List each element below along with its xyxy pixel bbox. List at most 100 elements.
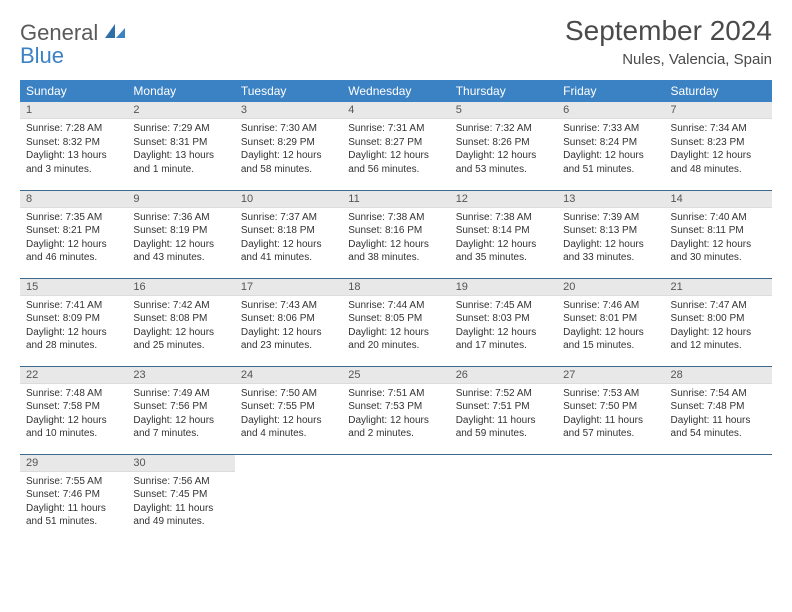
day-number: 30 — [127, 455, 234, 472]
calendar-cell: 27Sunrise: 7:53 AMSunset: 7:50 PMDayligh… — [557, 366, 664, 454]
daylight-line: Daylight: 12 hours and 46 minutes. — [26, 238, 121, 265]
sunset-line: Sunset: 7:50 PM — [563, 400, 658, 414]
day-number: 20 — [557, 279, 664, 296]
calendar-cell: 3Sunrise: 7:30 AMSunset: 8:29 PMDaylight… — [235, 102, 342, 190]
sunset-line: Sunset: 7:51 PM — [456, 400, 551, 414]
calendar-cell: 2Sunrise: 7:29 AMSunset: 8:31 PMDaylight… — [127, 102, 234, 190]
day-number: 9 — [127, 191, 234, 208]
sunrise-line: Sunrise: 7:43 AM — [241, 299, 336, 313]
day-number: 15 — [20, 279, 127, 296]
calendar-cell: 9Sunrise: 7:36 AMSunset: 8:19 PMDaylight… — [127, 190, 234, 278]
day-details: Sunrise: 7:30 AMSunset: 8:29 PMDaylight:… — [235, 119, 342, 181]
sunrise-line: Sunrise: 7:44 AM — [348, 299, 443, 313]
sunrise-line: Sunrise: 7:52 AM — [456, 387, 551, 401]
daylight-line: Daylight: 12 hours and 43 minutes. — [133, 238, 228, 265]
day-details: Sunrise: 7:52 AMSunset: 7:51 PMDaylight:… — [450, 384, 557, 446]
day-number: 4 — [342, 102, 449, 119]
daylight-line: Daylight: 12 hours and 38 minutes. — [348, 238, 443, 265]
daylight-line: Daylight: 12 hours and 17 minutes. — [456, 326, 551, 353]
month-title: September 2024 — [565, 15, 772, 47]
daylight-line: Daylight: 12 hours and 4 minutes. — [241, 414, 336, 441]
sunset-line: Sunset: 8:24 PM — [563, 136, 658, 150]
calendar-cell: 6Sunrise: 7:33 AMSunset: 8:24 PMDaylight… — [557, 102, 664, 190]
sunrise-line: Sunrise: 7:50 AM — [241, 387, 336, 401]
daylight-line: Daylight: 11 hours and 57 minutes. — [563, 414, 658, 441]
calendar-cell: 24Sunrise: 7:50 AMSunset: 7:55 PMDayligh… — [235, 366, 342, 454]
sunrise-line: Sunrise: 7:51 AM — [348, 387, 443, 401]
calendar-cell: 11Sunrise: 7:38 AMSunset: 8:16 PMDayligh… — [342, 190, 449, 278]
sunset-line: Sunset: 8:26 PM — [456, 136, 551, 150]
day-details: Sunrise: 7:41 AMSunset: 8:09 PMDaylight:… — [20, 296, 127, 358]
daylight-line: Daylight: 12 hours and 20 minutes. — [348, 326, 443, 353]
day-details: Sunrise: 7:29 AMSunset: 8:31 PMDaylight:… — [127, 119, 234, 181]
daylight-line: Daylight: 12 hours and 10 minutes. — [26, 414, 121, 441]
weekday-header: Monday — [127, 80, 234, 102]
sunrise-line: Sunrise: 7:35 AM — [26, 211, 121, 225]
sunrise-line: Sunrise: 7:54 AM — [671, 387, 766, 401]
sunset-line: Sunset: 8:19 PM — [133, 224, 228, 238]
daylight-line: Daylight: 11 hours and 54 minutes. — [671, 414, 766, 441]
daylight-line: Daylight: 12 hours and 25 minutes. — [133, 326, 228, 353]
daylight-line: Daylight: 12 hours and 30 minutes. — [671, 238, 766, 265]
calendar-cell: 14Sunrise: 7:40 AMSunset: 8:11 PMDayligh… — [665, 190, 772, 278]
calendar-cell — [557, 454, 664, 542]
day-number: 16 — [127, 279, 234, 296]
daylight-line: Daylight: 11 hours and 49 minutes. — [133, 502, 228, 529]
sunset-line: Sunset: 8:06 PM — [241, 312, 336, 326]
daylight-line: Daylight: 12 hours and 23 minutes. — [241, 326, 336, 353]
sunset-line: Sunset: 8:08 PM — [133, 312, 228, 326]
sunrise-line: Sunrise: 7:45 AM — [456, 299, 551, 313]
calendar-row: 29Sunrise: 7:55 AMSunset: 7:46 PMDayligh… — [20, 454, 772, 542]
calendar-cell: 29Sunrise: 7:55 AMSunset: 7:46 PMDayligh… — [20, 454, 127, 542]
sunrise-line: Sunrise: 7:49 AM — [133, 387, 228, 401]
day-details: Sunrise: 7:47 AMSunset: 8:00 PMDaylight:… — [665, 296, 772, 358]
sunrise-line: Sunrise: 7:41 AM — [26, 299, 121, 313]
daylight-line: Daylight: 12 hours and 28 minutes. — [26, 326, 121, 353]
sunrise-line: Sunrise: 7:33 AM — [563, 122, 658, 136]
sunrise-line: Sunrise: 7:29 AM — [133, 122, 228, 136]
sunrise-line: Sunrise: 7:46 AM — [563, 299, 658, 313]
calendar-row: 1Sunrise: 7:28 AMSunset: 8:32 PMDaylight… — [20, 102, 772, 190]
title-block: September 2024 Nules, Valencia, Spain — [565, 15, 772, 68]
daylight-line: Daylight: 12 hours and 41 minutes. — [241, 238, 336, 265]
weekday-header: Tuesday — [235, 80, 342, 102]
sunrise-line: Sunrise: 7:40 AM — [671, 211, 766, 225]
daylight-line: Daylight: 11 hours and 59 minutes. — [456, 414, 551, 441]
daylight-line: Daylight: 12 hours and 35 minutes. — [456, 238, 551, 265]
calendar-cell: 10Sunrise: 7:37 AMSunset: 8:18 PMDayligh… — [235, 190, 342, 278]
day-number: 10 — [235, 191, 342, 208]
day-number: 24 — [235, 367, 342, 384]
day-number: 26 — [450, 367, 557, 384]
calendar-cell: 17Sunrise: 7:43 AMSunset: 8:06 PMDayligh… — [235, 278, 342, 366]
day-details: Sunrise: 7:34 AMSunset: 8:23 PMDaylight:… — [665, 119, 772, 181]
calendar-body: 1Sunrise: 7:28 AMSunset: 8:32 PMDaylight… — [20, 102, 772, 542]
daylight-line: Daylight: 13 hours and 1 minute. — [133, 149, 228, 176]
sunrise-line: Sunrise: 7:56 AM — [133, 475, 228, 489]
sunset-line: Sunset: 7:58 PM — [26, 400, 121, 414]
day-number: 14 — [665, 191, 772, 208]
day-number: 19 — [450, 279, 557, 296]
sunset-line: Sunset: 8:01 PM — [563, 312, 658, 326]
day-number: 5 — [450, 102, 557, 119]
sail-icon — [103, 21, 127, 44]
sunset-line: Sunset: 8:13 PM — [563, 224, 658, 238]
day-number: 18 — [342, 279, 449, 296]
calendar-table: Sunday Monday Tuesday Wednesday Thursday… — [20, 80, 772, 542]
daylight-line: Daylight: 12 hours and 58 minutes. — [241, 149, 336, 176]
sunrise-line: Sunrise: 7:38 AM — [348, 211, 443, 225]
day-details: Sunrise: 7:44 AMSunset: 8:05 PMDaylight:… — [342, 296, 449, 358]
sunset-line: Sunset: 8:05 PM — [348, 312, 443, 326]
sunset-line: Sunset: 8:23 PM — [671, 136, 766, 150]
sunset-line: Sunset: 8:31 PM — [133, 136, 228, 150]
daylight-line: Daylight: 12 hours and 53 minutes. — [456, 149, 551, 176]
day-details: Sunrise: 7:45 AMSunset: 8:03 PMDaylight:… — [450, 296, 557, 358]
day-number: 7 — [665, 102, 772, 119]
day-number: 29 — [20, 455, 127, 472]
calendar-cell: 22Sunrise: 7:48 AMSunset: 7:58 PMDayligh… — [20, 366, 127, 454]
sunset-line: Sunset: 8:03 PM — [456, 312, 551, 326]
weekday-header: Friday — [557, 80, 664, 102]
daylight-line: Daylight: 12 hours and 33 minutes. — [563, 238, 658, 265]
logo-text-bottom: Blue — [20, 44, 127, 67]
sunrise-line: Sunrise: 7:53 AM — [563, 387, 658, 401]
sunset-line: Sunset: 8:27 PM — [348, 136, 443, 150]
